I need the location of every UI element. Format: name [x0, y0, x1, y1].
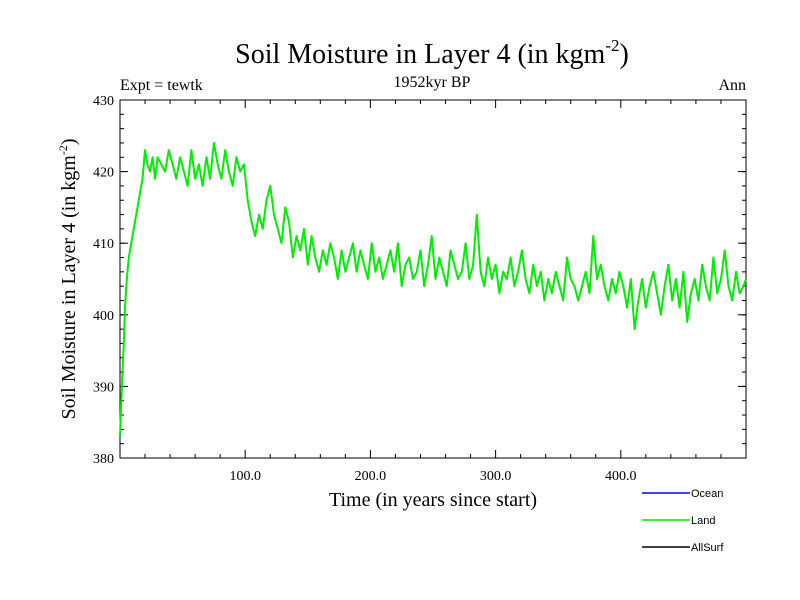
x-axis-ticks: 100.0 200.0 300.0 400.0: [144, 100, 722, 484]
y-tick-label: 410: [93, 237, 114, 252]
legend-label-allsurf: AllSurf: [691, 542, 724, 554]
series-layer: [119, 142, 747, 437]
y-axis-label: Soil Moisture in Layer 4 (in kgm-2): [56, 138, 80, 419]
period-label: Ann: [718, 77, 746, 94]
y-tick-label: 380: [93, 452, 114, 467]
x-tick-label: 100.0: [229, 469, 261, 484]
y-tick-label: 420: [93, 166, 114, 181]
x-axis-label: Time (in years since start): [329, 489, 537, 511]
y-tick-label: 390: [93, 380, 114, 395]
chart-title-suffix: ): [620, 39, 629, 70]
x-tick-label: 400.0: [605, 469, 637, 484]
expt-label: Expt = tewtk: [120, 77, 203, 94]
legend-label-ocean: Ocean: [691, 488, 723, 500]
y-axis-label-suffix: ): [58, 138, 80, 145]
x-tick-label: 200.0: [355, 469, 387, 484]
y-tick-label: 400: [93, 309, 114, 324]
x-tick-label: 300.0: [480, 469, 512, 484]
y-axis-label-superscript: -2: [56, 145, 70, 155]
chart-title: Soil Moisture in Layer 4 (in kgm-2): [235, 36, 629, 70]
chart-title-superscript: -2: [605, 36, 619, 55]
legend: Ocean Land AllSurf: [642, 488, 724, 554]
series-line-land: [119, 142, 747, 437]
y-axis-ticks: 380 390 400 410 420 430: [93, 94, 746, 467]
subtitle: 1952kyr BP: [394, 74, 471, 91]
y-tick-label: 430: [93, 94, 114, 109]
legend-label-land: Land: [691, 515, 715, 527]
